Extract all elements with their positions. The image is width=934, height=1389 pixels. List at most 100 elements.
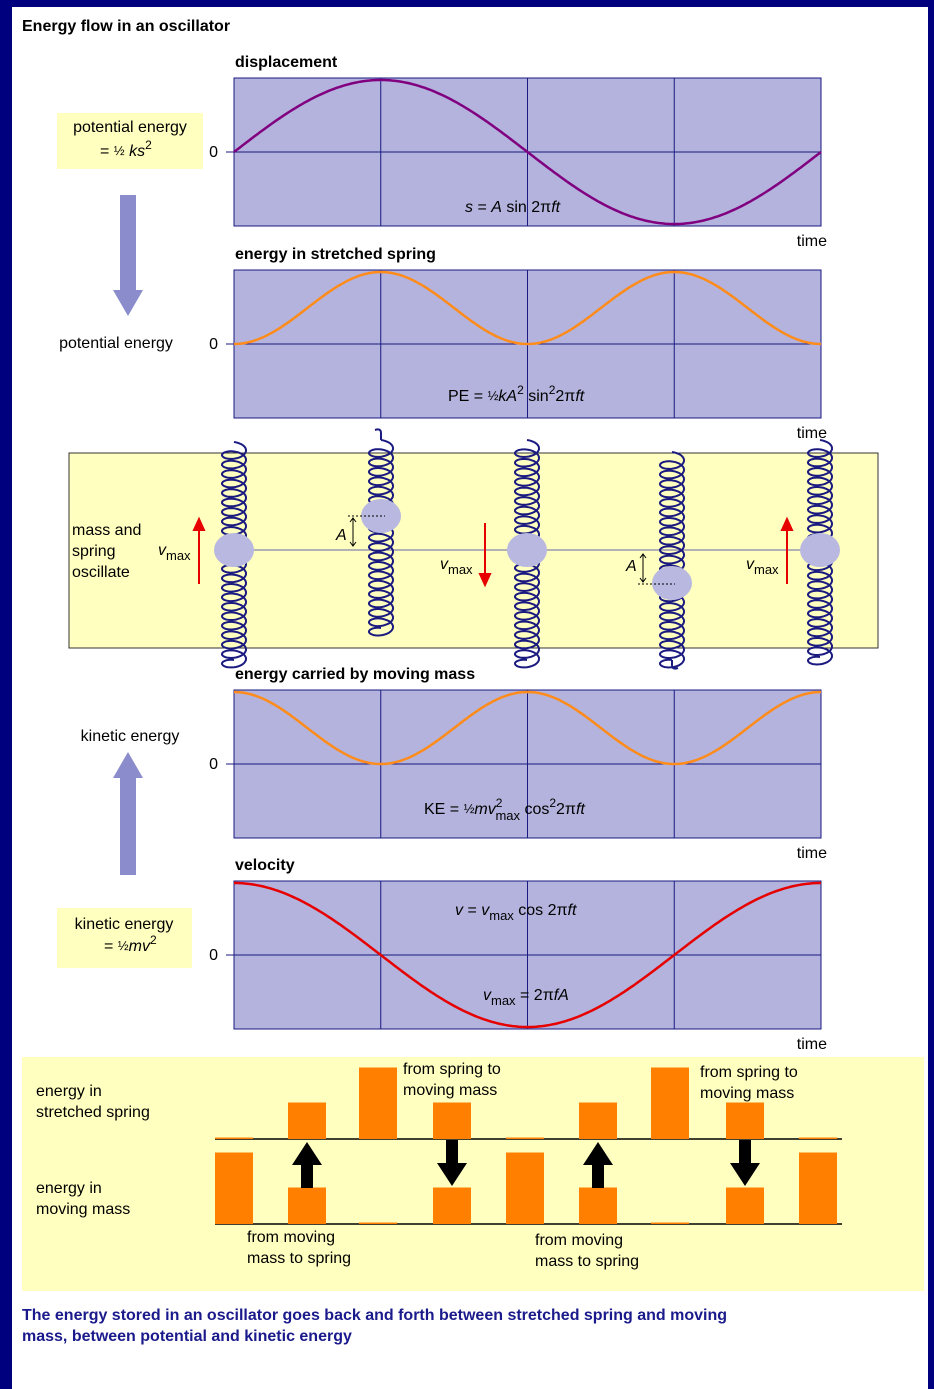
t: max	[495, 808, 520, 823]
pe-box-text: potential energy	[73, 119, 187, 136]
hook	[375, 429, 381, 440]
zero-label: 0	[209, 144, 218, 161]
mass	[507, 533, 547, 567]
axis-label: time	[797, 233, 827, 250]
ke-box-text: kinetic energy	[75, 916, 174, 933]
t: ½	[114, 143, 125, 158]
t: A	[490, 199, 502, 216]
t: ft	[568, 902, 577, 919]
t: kinetic energy	[75, 916, 174, 933]
t: cos 2π	[514, 902, 568, 919]
t: cos	[520, 801, 549, 818]
page: Energy flow in an oscillator potential e…	[0, 0, 934, 1389]
t: fA	[554, 987, 569, 1004]
spring-label: oscillate	[72, 564, 130, 581]
transfer-label: from spring to	[700, 1064, 798, 1081]
axis-label: time	[797, 845, 827, 862]
graph-title: energy in stretched spring	[235, 246, 436, 263]
zero-label: 0	[209, 336, 218, 353]
transfer-label: moving mass	[700, 1085, 794, 1102]
t: ft	[575, 388, 584, 405]
border-top	[0, 0, 934, 7]
t: max	[448, 562, 473, 577]
graph-title: energy carried by moving mass	[235, 666, 475, 683]
t: KE =	[424, 801, 464, 818]
t: =	[473, 199, 491, 216]
t: ft	[576, 801, 585, 818]
t: max	[754, 562, 779, 577]
t: =	[463, 902, 481, 919]
transfer-label: mass to spring	[247, 1250, 351, 1267]
t: 2π	[556, 801, 576, 818]
diagram: Energy flow in an oscillator potential e…	[0, 0, 934, 1389]
energy-bar	[799, 1138, 837, 1140]
t: kA	[498, 388, 517, 405]
t: sin 2π	[502, 199, 551, 216]
energy-bar	[651, 1223, 689, 1225]
energy-bar	[215, 1138, 253, 1140]
zero-label: 0	[209, 756, 218, 773]
t: 2	[150, 933, 157, 947]
amp-label: A	[335, 527, 347, 544]
mass	[800, 533, 840, 567]
energy-bar	[651, 1068, 689, 1140]
energy-bar	[579, 1188, 617, 1225]
energy-bar	[799, 1153, 837, 1225]
energy-bar	[506, 1153, 544, 1225]
t: 2π	[555, 388, 575, 405]
transfer-label: mass to spring	[535, 1253, 639, 1270]
graph-title: displacement	[235, 54, 338, 71]
title: Energy flow in an oscillator	[22, 18, 230, 35]
t: =	[100, 143, 114, 160]
bars-label: moving mass	[36, 1201, 130, 1218]
t: s	[465, 199, 473, 216]
mass	[214, 533, 254, 567]
bars-label: energy in	[36, 1083, 102, 1100]
arrow-up	[113, 752, 143, 875]
mass	[652, 566, 692, 600]
t: mv	[129, 938, 151, 955]
energy-bar	[288, 1103, 326, 1140]
border-right	[928, 0, 934, 1389]
transfer-label: from spring to	[403, 1061, 501, 1078]
ke-label: kinetic energy	[81, 728, 180, 745]
pe-label: potential energy	[59, 335, 173, 352]
energy-bar	[579, 1103, 617, 1140]
graph-title: velocity	[235, 857, 295, 874]
energy-bar	[726, 1188, 764, 1225]
border-left	[0, 0, 12, 1389]
t: max	[489, 908, 514, 923]
energy-bar	[506, 1138, 544, 1140]
t: max	[166, 548, 191, 563]
spring-label: spring	[72, 543, 116, 560]
energy-bar	[359, 1068, 397, 1140]
arrow-down	[113, 195, 143, 316]
t: ½	[488, 388, 499, 403]
axis-label: time	[797, 1036, 827, 1053]
caption: mass, between potential and kinetic ener…	[22, 1328, 352, 1345]
energy-bar	[215, 1153, 253, 1225]
t: sin	[524, 388, 549, 405]
formula: s = A sin 2πft	[465, 199, 561, 216]
bars-label: stretched spring	[36, 1104, 150, 1121]
t: PE =	[448, 388, 488, 405]
t: max	[491, 993, 516, 1008]
bars-label: energy in	[36, 1180, 102, 1197]
t: mv	[474, 801, 496, 818]
transfer-label: from moving	[247, 1229, 335, 1246]
t: =	[104, 938, 118, 955]
t: ks	[125, 143, 145, 160]
caption: The energy stored in an oscillator goes …	[22, 1307, 727, 1324]
energy-bar	[288, 1188, 326, 1225]
t: 2	[145, 138, 152, 152]
t: = 2π	[516, 987, 554, 1004]
t: ½	[118, 938, 129, 953]
zero-label: 0	[209, 947, 218, 964]
energy-bar	[433, 1103, 471, 1140]
amp-label: A	[625, 558, 637, 575]
transfer-label: moving mass	[403, 1082, 497, 1099]
energy-bar	[359, 1223, 397, 1225]
t: potential energy	[73, 119, 187, 136]
transfer-label: from moving	[535, 1232, 623, 1249]
spring-label: mass and	[72, 522, 141, 539]
